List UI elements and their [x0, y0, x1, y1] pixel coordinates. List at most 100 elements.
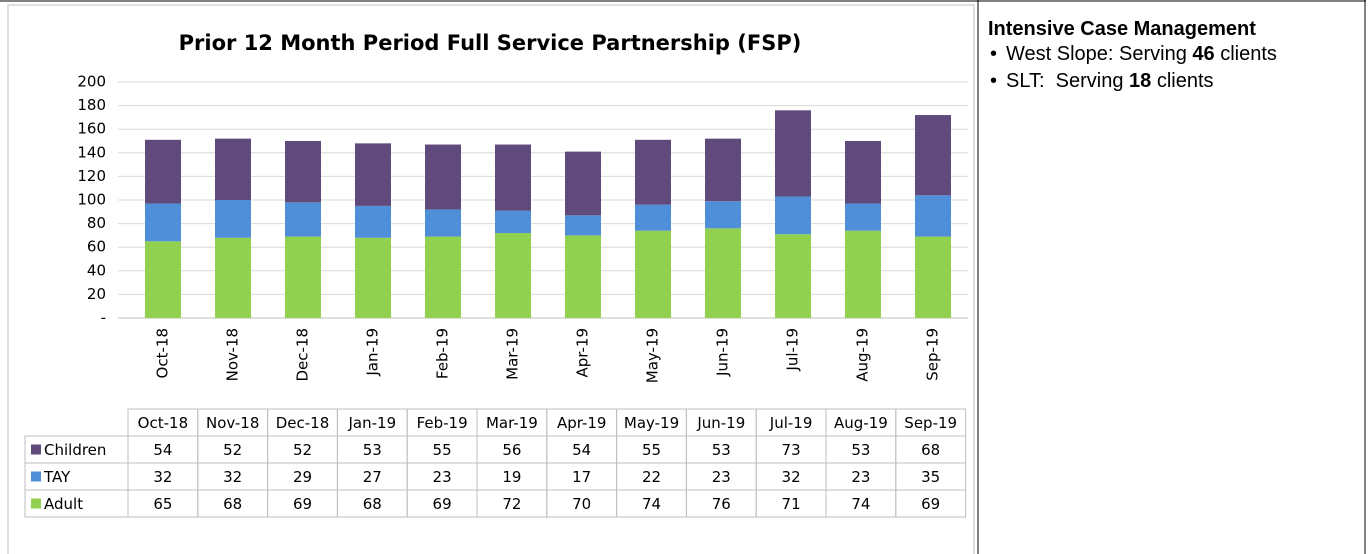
- table-value: 29: [293, 468, 312, 486]
- table-value: 52: [223, 441, 242, 459]
- bar-segment: [495, 144, 531, 211]
- table-value: 68: [223, 495, 242, 513]
- x-tick-label: Nov-18: [224, 328, 242, 381]
- table-value: 69: [433, 495, 452, 513]
- table-value: 56: [502, 441, 521, 459]
- table-value: 69: [293, 495, 312, 513]
- bar-segment: [775, 234, 811, 318]
- legend-swatch: [31, 444, 41, 455]
- x-tick-label: May-19: [644, 328, 662, 383]
- item-suffix: clients: [1156, 70, 1214, 92]
- sidebar-item: SLT: Serving 18 clients: [990, 70, 1358, 93]
- y-tick-label: 180: [77, 96, 106, 114]
- y-tick-label: 40: [87, 261, 106, 279]
- bar-segment: [145, 139, 181, 204]
- table-value: 53: [851, 441, 870, 459]
- table-header: Jan-19: [347, 414, 396, 432]
- table-cell: [895, 489, 967, 518]
- table-value: 69: [921, 495, 940, 513]
- bar-segment: [145, 241, 181, 318]
- bar-segment: [565, 215, 601, 236]
- y-tick-label: 140: [77, 143, 106, 161]
- sidebar-item: West Slope: Serving 46 clients: [990, 43, 1358, 66]
- bar-segment: [215, 237, 251, 318]
- item-count: 18: [1129, 70, 1152, 92]
- table-value: 76: [712, 495, 731, 513]
- table-value: 23: [433, 468, 452, 486]
- item-count: 46: [1192, 43, 1215, 65]
- bar-segment: [705, 138, 741, 202]
- table-value: 52: [293, 441, 312, 459]
- y-tick-label: -: [101, 309, 106, 327]
- bar-segment: [705, 228, 741, 318]
- table-value: 22: [642, 468, 661, 486]
- bar-segment: [495, 233, 531, 318]
- bar-segment: [565, 151, 601, 216]
- sidebar: Intensive Case Management West Slope: Se…: [988, 18, 1358, 97]
- bar-segment: [635, 204, 671, 231]
- item-suffix: clients: [1220, 43, 1277, 65]
- table-value: 72: [502, 495, 521, 513]
- table-value: 32: [153, 468, 172, 486]
- table-header: Nov-18: [206, 414, 259, 432]
- y-tick-label: 20: [87, 285, 106, 303]
- y-tick-label: 100: [77, 191, 106, 209]
- table-value: 23: [712, 468, 731, 486]
- table-value: 55: [642, 441, 661, 459]
- table-value: 65: [153, 495, 172, 513]
- table-value: 54: [572, 441, 591, 459]
- bar-segment: [775, 196, 811, 235]
- bar-segment: [845, 141, 881, 204]
- table-value: 17: [572, 468, 591, 486]
- table-header: Oct-18: [138, 414, 188, 432]
- chart-title: Prior 12 Month Period Full Service Partn…: [179, 31, 802, 55]
- table-header: Dec-18: [276, 414, 330, 432]
- bar-segment: [145, 203, 181, 242]
- y-tick-label: 80: [87, 214, 106, 232]
- legend-swatch: [31, 471, 41, 482]
- x-tick-label: Oct-18: [154, 328, 172, 378]
- table-value: 23: [851, 468, 870, 486]
- bar-segment: [425, 236, 461, 318]
- table-value: 70: [572, 495, 591, 513]
- table-value: 35: [921, 468, 940, 486]
- x-tick-label: Aug-19: [854, 328, 872, 382]
- x-tick-label: Dec-18: [294, 328, 312, 382]
- table-header: Jul-19: [769, 414, 813, 432]
- table-value: 53: [712, 441, 731, 459]
- table-value: 55: [433, 441, 452, 459]
- x-tick-label: Mar-19: [504, 328, 522, 380]
- table-header: Aug-19: [834, 414, 888, 432]
- x-tick-label: Apr-19: [574, 328, 592, 378]
- bar-segment: [635, 139, 671, 205]
- sidebar-title: Intensive Case Management: [988, 18, 1256, 40]
- bar-segment: [285, 202, 321, 237]
- table-value: 27: [363, 468, 382, 486]
- table-header: Sep-19: [904, 414, 957, 432]
- table-value: 32: [223, 468, 242, 486]
- x-tick-label: Jul-19: [784, 328, 802, 372]
- bar-segment: [915, 115, 951, 196]
- table-value: 19: [502, 468, 521, 486]
- bar-segment: [355, 205, 391, 238]
- bar-segment: [775, 110, 811, 197]
- bar-segment: [425, 144, 461, 210]
- table-value: 74: [642, 495, 661, 513]
- bar-segment: [215, 200, 251, 238]
- table-value: 73: [782, 441, 801, 459]
- legend-swatch: [31, 498, 41, 509]
- x-tick-label: Feb-19: [434, 328, 452, 379]
- bar-segment: [565, 235, 601, 318]
- y-tick-label: 120: [77, 167, 106, 185]
- legend-label: Adult: [44, 495, 83, 513]
- legend-label: TAY: [43, 468, 71, 486]
- bar-segment: [215, 138, 251, 200]
- table-header: Mar-19: [486, 414, 538, 432]
- item-text: West Slope: Serving: [1006, 43, 1187, 65]
- table-header: Apr-19: [557, 414, 607, 432]
- y-tick-label: 60: [87, 238, 106, 256]
- x-tick-label: Sep-19: [924, 328, 942, 381]
- table-header: Feb-19: [417, 414, 468, 432]
- bar-segment: [635, 230, 671, 318]
